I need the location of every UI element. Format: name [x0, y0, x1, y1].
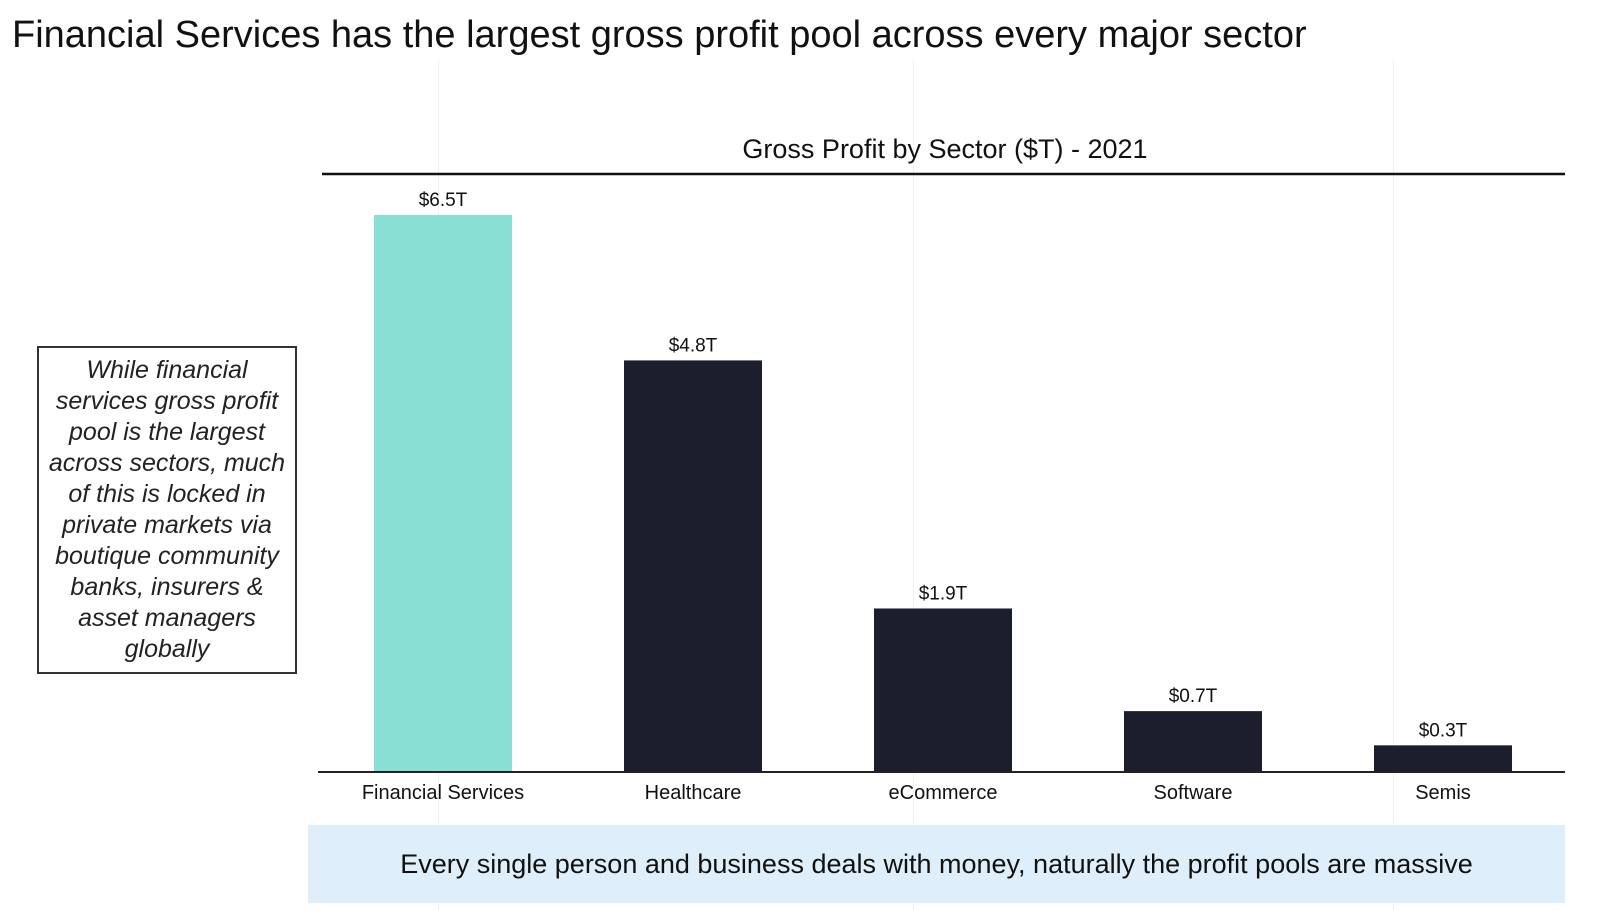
data-label: $4.8T: [669, 335, 718, 356]
callout-box: While financial services gross profit po…: [37, 346, 297, 674]
bar-semis: [1374, 745, 1512, 771]
data-label: $0.7T: [1169, 686, 1218, 707]
callout-text: While financial services gross profit po…: [48, 356, 286, 663]
x-tick-label: Semis: [1415, 782, 1471, 804]
data-label: $1.9T: [919, 583, 968, 604]
bar-financial-services: [374, 215, 512, 771]
bar-chart: Gross Profit by Sector ($T) - 2021 $6.5T…: [318, 134, 1565, 804]
x-tick-label: Financial Services: [362, 782, 524, 804]
chart-title: Gross Profit by Sector ($T) - 2021: [742, 134, 1147, 164]
x-tick-label: Healthcare: [645, 782, 742, 804]
x-tick-label: Software: [1154, 782, 1233, 804]
background-gridline: [1393, 60, 1394, 910]
page-title: Financial Services has the largest gross…: [12, 14, 1307, 56]
data-label: $0.3T: [1419, 720, 1468, 741]
background-gridline: [913, 60, 914, 910]
footer-banner: Every single person and business deals w…: [308, 825, 1565, 903]
bar-healthcare: [624, 360, 762, 771]
x-tick-label: eCommerce: [889, 782, 998, 804]
data-label: $6.5T: [419, 190, 468, 211]
bar-ecommerce: [874, 608, 1012, 771]
footer-text: Every single person and business deals w…: [400, 848, 1473, 879]
bar-software: [1124, 711, 1262, 771]
